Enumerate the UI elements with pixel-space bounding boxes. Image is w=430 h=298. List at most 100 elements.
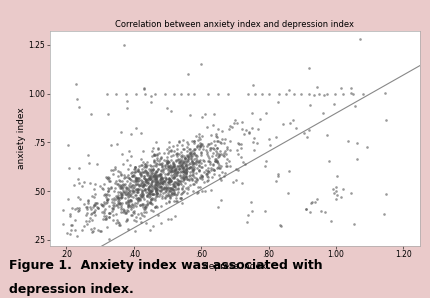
Point: [133, 188, 140, 193]
Point: [115, 202, 122, 207]
Point: [187, 160, 194, 165]
Point: [166, 179, 172, 184]
Point: [100, 181, 107, 186]
Point: [381, 91, 388, 96]
Point: [254, 127, 261, 132]
Point: [137, 211, 144, 216]
Point: [120, 43, 127, 47]
Point: [207, 145, 214, 150]
Point: [223, 147, 230, 152]
Point: [175, 163, 182, 168]
Point: [93, 161, 100, 166]
Point: [249, 139, 255, 144]
Point: [149, 175, 156, 179]
Point: [163, 146, 170, 151]
Point: [68, 205, 75, 210]
Point: [157, 184, 163, 189]
Point: [182, 170, 189, 174]
Point: [217, 177, 224, 182]
Point: [174, 158, 181, 163]
Point: [171, 184, 178, 189]
Point: [167, 186, 174, 190]
Point: [117, 184, 124, 189]
Point: [157, 185, 163, 190]
Point: [233, 120, 240, 125]
Point: [158, 181, 165, 186]
Point: [146, 227, 153, 232]
Point: [167, 154, 174, 159]
Point: [97, 229, 104, 234]
Point: [138, 183, 145, 188]
Point: [139, 201, 146, 206]
Point: [197, 164, 204, 169]
Point: [149, 167, 156, 172]
Point: [167, 165, 174, 170]
Point: [100, 211, 107, 216]
Point: [138, 163, 145, 168]
Point: [158, 164, 165, 168]
Point: [167, 217, 174, 221]
Point: [150, 159, 157, 164]
Point: [157, 180, 163, 185]
Point: [255, 117, 262, 122]
Point: [73, 82, 80, 87]
Point: [150, 184, 157, 189]
Point: [129, 188, 136, 193]
Point: [180, 175, 187, 179]
Point: [158, 179, 165, 183]
Point: [114, 182, 120, 187]
Point: [140, 181, 147, 186]
Point: [193, 178, 200, 182]
Point: [112, 196, 119, 201]
Point: [320, 92, 327, 97]
Point: [129, 205, 136, 209]
Point: [154, 173, 161, 178]
Point: [182, 160, 189, 165]
Point: [174, 164, 181, 168]
Point: [172, 165, 179, 170]
Point: [116, 223, 123, 227]
Point: [215, 173, 222, 178]
Point: [114, 204, 121, 209]
Point: [164, 163, 171, 168]
Point: [170, 167, 177, 172]
Point: [201, 111, 208, 116]
Point: [88, 210, 95, 215]
Point: [93, 200, 100, 205]
Point: [153, 175, 160, 180]
Point: [81, 179, 88, 184]
Point: [332, 185, 338, 190]
Point: [201, 162, 208, 167]
Point: [170, 91, 177, 96]
Point: [172, 158, 179, 162]
Point: [148, 188, 155, 193]
Point: [170, 163, 177, 168]
Point: [187, 154, 194, 159]
Point: [162, 162, 169, 167]
Point: [122, 190, 129, 195]
Point: [121, 192, 128, 196]
Point: [74, 97, 80, 102]
Point: [146, 163, 153, 167]
Point: [215, 166, 222, 170]
Point: [166, 189, 172, 193]
Point: [152, 187, 159, 191]
Point: [151, 197, 158, 202]
Point: [86, 181, 93, 186]
Point: [98, 203, 105, 207]
Point: [198, 176, 205, 181]
Point: [133, 187, 140, 192]
Point: [183, 166, 190, 171]
Point: [142, 176, 149, 181]
Point: [233, 167, 240, 171]
Point: [144, 187, 151, 191]
Point: [60, 222, 67, 226]
Point: [247, 200, 254, 205]
Point: [152, 140, 159, 145]
Point: [209, 150, 216, 155]
Point: [83, 213, 90, 218]
Point: [115, 222, 122, 227]
Point: [152, 153, 159, 158]
Point: [164, 184, 171, 189]
Point: [166, 186, 172, 190]
